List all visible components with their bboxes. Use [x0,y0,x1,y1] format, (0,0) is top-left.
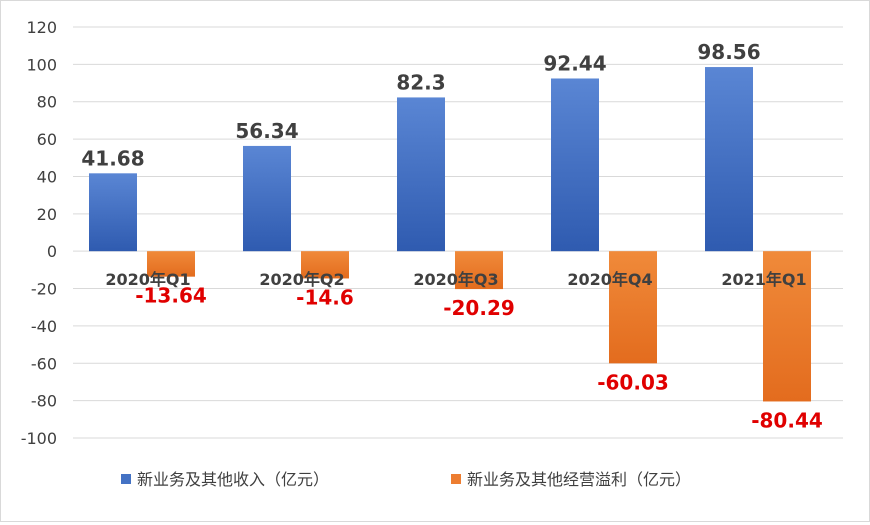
y-tick-label: 40 [37,167,57,186]
profit-bar [455,251,503,290]
y-axis: -100 -80 -60 -40 -20 0 20 40 60 80 100 120 [21,18,57,448]
x-category-label: 2021年Q1 [721,270,806,289]
x-category-label: 2020年Q3 [413,270,498,289]
data-labels: 41.68 56.34 82.3 92.44 98.56 -13.64 -14.6 -20.2… [81,40,822,432]
profit-data-label: -60.03 [597,370,669,394]
x-axis-categories: 2020年Q1 2020年Q2 2020年Q3 2020年Q4 2021年Q1 [105,270,806,289]
x-category-label: 2020年Q2 [259,270,344,289]
revenue-bar [89,173,137,252]
revenue-data-label: 82.3 [396,70,445,94]
legend-swatch [451,474,461,484]
profit-bar [763,251,811,402]
y-tick-label: -60 [31,354,57,373]
revenue-data-label: 92.44 [543,51,606,75]
y-tick-label: 80 [37,93,57,112]
y-tick-label: -80 [31,392,57,411]
y-tick-label: 100 [26,55,57,74]
x-category-label: 2020年Q1 [105,270,190,289]
profit-data-label: -20.29 [443,296,515,320]
y-tick-label: -100 [21,429,57,448]
y-tick-label: -20 [31,280,57,299]
revenue-bar [705,67,753,252]
revenue-bar [551,78,599,252]
profit-bar [609,251,657,364]
x-category-label: 2020年Q4 [567,270,652,289]
revenue-data-label: 56.34 [235,119,298,143]
profit-data-label: -13.64 [135,284,207,308]
y-tick-label: -40 [31,317,57,336]
legend-swatch [121,474,131,484]
revenue-data-label: 98.56 [697,40,760,64]
profit-data-label: -80.44 [751,408,823,432]
bars [89,67,811,402]
profit-bar [147,251,195,277]
legend-label: 新业务及其他经营溢利（亿元） [467,470,691,489]
revenue-data-label: 41.68 [81,146,144,170]
profit-data-label: -14.6 [296,285,354,309]
revenue-bar [397,97,445,252]
y-tick-label: 0 [47,242,57,261]
y-tick-label: 20 [37,205,57,224]
y-tick-label: 60 [37,130,57,149]
legend-label: 新业务及其他收入（亿元） [137,470,329,489]
revenue-bar [243,145,291,252]
legend: 新业务及其他收入（亿元） 新业务及其他经营溢利（亿元） [121,470,691,489]
y-tick-label: 120 [26,18,57,37]
profit-bar [301,251,349,279]
